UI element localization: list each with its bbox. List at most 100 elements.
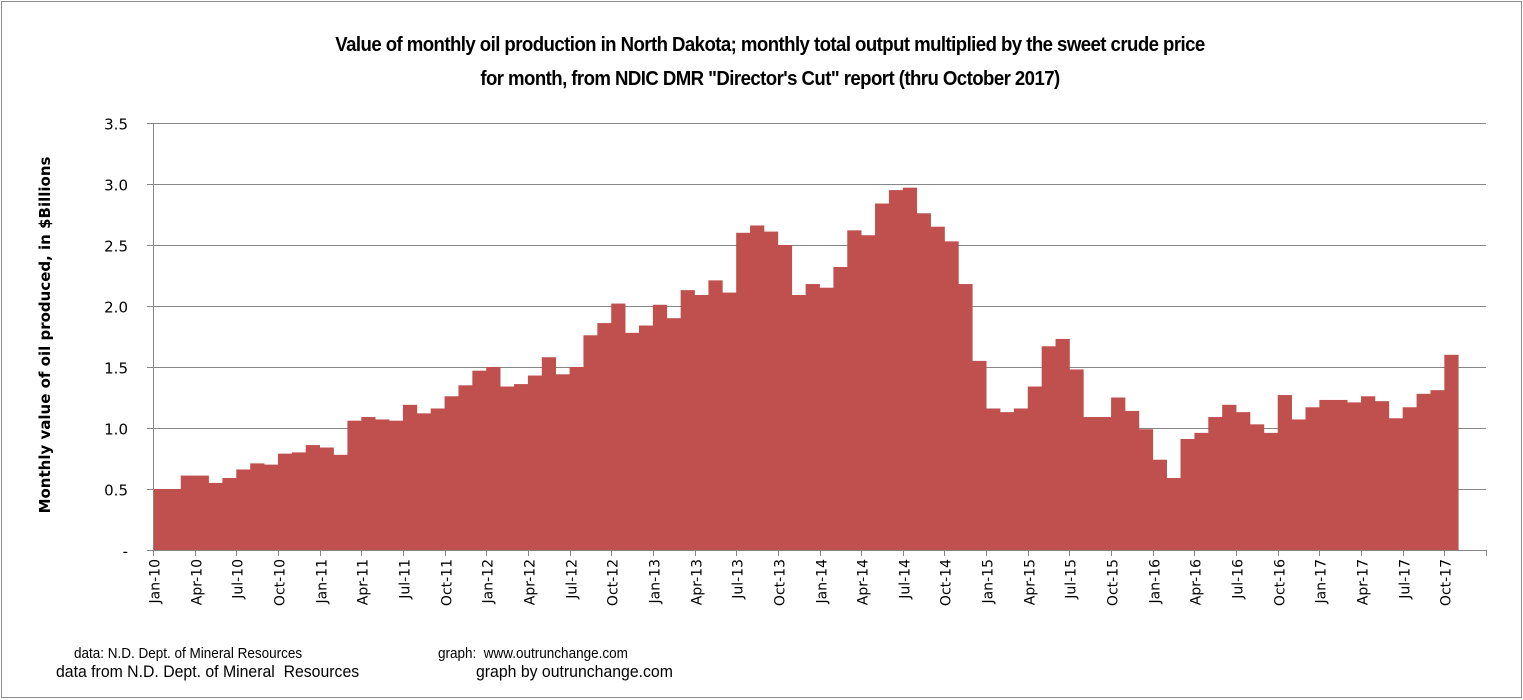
x-tick-label: Oct-10 bbox=[273, 559, 289, 606]
bar-chart: - 0.5 1.0 1.5 2.0 2.5 3.0 3.5 Jan-10 Apr-10 Jul-1… bbox=[36, 116, 1487, 606]
bar bbox=[1249, 424, 1265, 550]
y-tick-label: 2.5 bbox=[104, 238, 128, 256]
y-tick-label: 3.5 bbox=[104, 116, 128, 134]
bar bbox=[1277, 395, 1292, 550]
x-tick-label: Jan-17 bbox=[1314, 559, 1330, 604]
bar bbox=[1222, 404, 1237, 550]
bar bbox=[597, 323, 612, 550]
x-tick-label: Apr-11 bbox=[356, 559, 372, 605]
bar bbox=[319, 447, 334, 550]
bar bbox=[972, 360, 987, 550]
bar bbox=[875, 203, 890, 550]
bar bbox=[569, 367, 584, 550]
x-tick-label: Oct-16 bbox=[1273, 559, 1289, 606]
bar bbox=[777, 245, 793, 550]
bar bbox=[1319, 399, 1334, 550]
bar bbox=[791, 295, 806, 550]
bar bbox=[347, 420, 362, 550]
bar bbox=[861, 235, 876, 551]
bar bbox=[1444, 354, 1459, 550]
x-tick-label: Jul-15 bbox=[1064, 559, 1080, 600]
bar bbox=[666, 318, 681, 550]
bar bbox=[680, 290, 695, 550]
bars bbox=[153, 187, 1459, 551]
bar bbox=[222, 478, 237, 550]
y-tick-label: 1.5 bbox=[104, 360, 128, 378]
bar bbox=[500, 386, 515, 550]
bar bbox=[1194, 432, 1209, 550]
x-tick-label: Jan-10 bbox=[148, 559, 164, 604]
bar bbox=[1055, 338, 1070, 550]
bar bbox=[444, 396, 459, 550]
data-source-note: data: N.D. Dept. of Mineral Resources bbox=[74, 645, 303, 662]
x-tick-label: Oct-15 bbox=[1106, 559, 1122, 606]
bar bbox=[1069, 369, 1084, 550]
bar bbox=[430, 408, 445, 550]
x-tick-label: Apr-17 bbox=[1356, 559, 1372, 605]
chart-subtitle: for month, from NDIC DMR "Director's Cut… bbox=[480, 68, 1060, 90]
bar bbox=[1083, 417, 1098, 550]
bar bbox=[625, 332, 640, 550]
bar bbox=[916, 213, 931, 550]
bar bbox=[1430, 390, 1445, 550]
bar bbox=[1236, 412, 1251, 550]
bar bbox=[472, 370, 487, 550]
x-tick-label: Jul-10 bbox=[231, 559, 247, 600]
bar bbox=[944, 241, 959, 550]
x-tick-label: Jan-15 bbox=[981, 559, 997, 604]
graph-credit: graph: www.outrunchange.com bbox=[438, 645, 628, 662]
bar bbox=[1402, 407, 1417, 550]
bar bbox=[1041, 346, 1056, 550]
data-source-note-2: data from N.D. Dept. of Mineral Resource… bbox=[56, 662, 360, 681]
bar bbox=[153, 489, 168, 550]
chart-title: Value of monthly oil production in North… bbox=[335, 34, 1205, 56]
bar bbox=[1111, 397, 1126, 550]
bar bbox=[833, 266, 848, 550]
axes bbox=[147, 123, 1487, 556]
y-tick-label: - bbox=[123, 543, 128, 561]
bar bbox=[264, 464, 279, 550]
bar bbox=[305, 445, 320, 550]
bar bbox=[375, 419, 390, 550]
bar bbox=[1013, 408, 1029, 550]
bar bbox=[208, 482, 223, 550]
bar bbox=[180, 475, 196, 550]
x-tick-label: Oct-17 bbox=[1439, 559, 1455, 606]
bar bbox=[652, 304, 668, 550]
x-tick-label: Apr-16 bbox=[1189, 559, 1205, 605]
bar bbox=[1361, 396, 1376, 550]
bar bbox=[277, 453, 293, 550]
bar bbox=[1291, 419, 1306, 550]
x-tick-label: Apr-13 bbox=[690, 559, 706, 605]
x-tick-label: Jan-14 bbox=[815, 559, 831, 605]
bar bbox=[527, 375, 543, 550]
x-tick-label: Apr-14 bbox=[856, 559, 872, 605]
x-tick-label: Apr-12 bbox=[523, 559, 539, 605]
bar bbox=[402, 404, 418, 550]
bar bbox=[708, 280, 723, 550]
bar bbox=[736, 232, 751, 551]
bar bbox=[750, 225, 765, 551]
bar bbox=[930, 226, 945, 550]
bar bbox=[902, 187, 918, 550]
x-tick-label: Jul-12 bbox=[565, 559, 581, 600]
bar bbox=[1263, 432, 1279, 550]
bar bbox=[236, 469, 251, 550]
x-tick-label: Oct-11 bbox=[440, 559, 456, 606]
bar bbox=[611, 303, 626, 550]
bar bbox=[1027, 386, 1043, 550]
bar bbox=[583, 335, 598, 550]
bar bbox=[1000, 412, 1015, 550]
bar bbox=[888, 190, 904, 550]
x-tick-label: Jan-16 bbox=[1148, 559, 1164, 605]
y-tick-label: 3.0 bbox=[104, 177, 128, 195]
x-tick-label: Oct-13 bbox=[773, 559, 789, 606]
bar bbox=[638, 325, 654, 550]
x-tick-label: Jul-17 bbox=[1398, 559, 1414, 600]
bar bbox=[291, 452, 307, 550]
x-tick-labels: Jan-10 Apr-10 Jul-10 Oct-10 Jan-11 Apr-11 Jul-… bbox=[148, 559, 1455, 606]
y-tick-label: 1.0 bbox=[104, 421, 128, 439]
bar bbox=[389, 420, 404, 550]
graph-credit-2: graph by outrunchange.com bbox=[476, 662, 673, 681]
bar bbox=[1347, 402, 1362, 550]
